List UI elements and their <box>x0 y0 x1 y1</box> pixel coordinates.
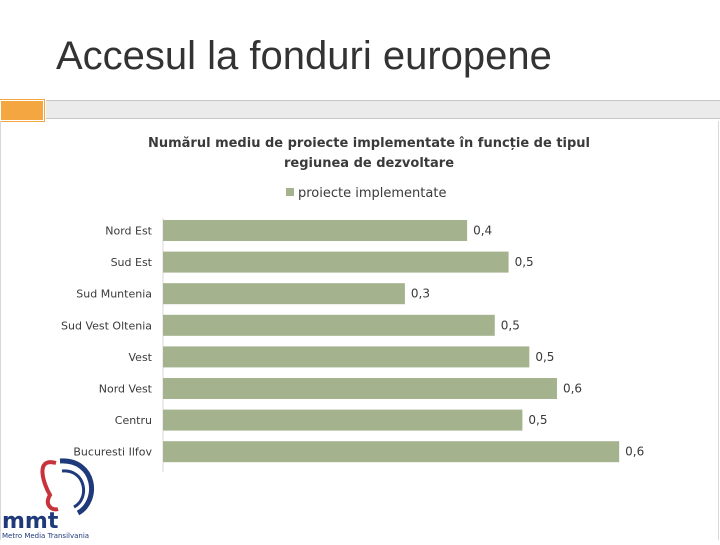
data-label: 0,4 <box>473 224 492 238</box>
bar <box>163 441 620 463</box>
category-label: Sud Muntenia <box>76 288 152 301</box>
bar <box>163 409 523 431</box>
frame-right-line <box>718 121 719 540</box>
logo-text: mmt <box>2 509 59 534</box>
bar <box>163 251 509 273</box>
chart-legend: proiecte implementate <box>286 186 446 201</box>
chart-title-line: regiunea de dezvoltare <box>284 156 454 171</box>
data-label: 0,5 <box>528 413 547 427</box>
header-accent-block <box>0 99 45 122</box>
bar <box>163 283 405 305</box>
bar <box>163 346 530 368</box>
mmt-logo: mmt Metro Media Transilvania <box>0 455 110 540</box>
category-label: Vest <box>129 351 153 364</box>
header-divider-bar <box>46 100 720 119</box>
slide-title: Accesul la fonduri europene <box>56 34 552 78</box>
data-label: 0,5 <box>515 255 534 269</box>
data-label: 0,3 <box>411 287 430 301</box>
bar <box>163 220 468 241</box>
legend-label: proiecte implementate <box>298 186 446 201</box>
chart-svg: Numărul mediu de proiecte implementate î… <box>61 136 644 479</box>
category-label: Nord Vest <box>99 383 153 396</box>
data-label: 0,6 <box>625 445 644 459</box>
data-label: 0,5 <box>535 350 554 364</box>
data-label: 0,6 <box>563 382 582 396</box>
category-label: Bucuresti Ilfov <box>73 446 152 459</box>
bar <box>163 378 557 399</box>
category-label: Centru <box>115 414 152 427</box>
legend-swatch <box>286 188 294 196</box>
chart-title: Numărul mediu de proiecte implementate î… <box>148 136 590 171</box>
bar-chart: Numărul mediu de proiecte implementate î… <box>40 122 680 479</box>
frame-left-line <box>0 121 1 540</box>
logo-graphic: mmt Metro Media Transilvania <box>2 458 94 540</box>
category-label: Sud Vest Oltenia <box>61 319 152 332</box>
data-label: 0,5 <box>501 318 520 332</box>
category-label: Sud Est <box>111 256 153 269</box>
bar <box>163 314 495 336</box>
chart-bars: Nord Est 0,4 Sud Est 0,5 Sud Muntenia 0,3 Sud … <box>61 220 644 463</box>
category-label: Nord Est <box>105 225 152 238</box>
chart-title-line: Numărul mediu de proiecte implementate î… <box>148 136 590 151</box>
logo-subtitle: Metro Media Transilvania <box>2 532 89 540</box>
